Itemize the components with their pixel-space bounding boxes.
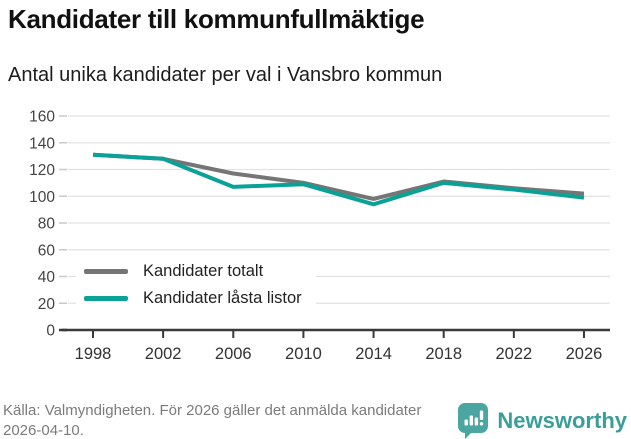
- locked-lists-line-swatch: [84, 296, 128, 301]
- legend-item-total: Kandidater totalt: [84, 262, 302, 281]
- legend-label-total: Kandidater totalt: [143, 262, 264, 280]
- y-tick-label: 20: [38, 296, 56, 313]
- legend-item-locked-lists: Kandidater låsta listor: [84, 289, 302, 308]
- y-tick-label: 60: [38, 242, 56, 259]
- y-tick-label: 80: [38, 216, 56, 233]
- total-line-swatch: [84, 269, 128, 274]
- y-tick-label: 120: [29, 162, 55, 179]
- newsworthy-logo: Newsworthy: [457, 402, 627, 439]
- source-note: Källa: Valmyndigheten. För 2026 gäller d…: [3, 402, 422, 439]
- x-tick-label: 2014: [355, 345, 392, 363]
- line-chart-plot: 0 20 40 60 80 100 120 140 160 1998 2002 2006 2010 201…: [29, 109, 610, 363]
- x-tick-label: 2018: [425, 345, 462, 363]
- y-tick-label: 140: [29, 135, 55, 152]
- x-tick-label: 2002: [145, 345, 182, 363]
- x-tick-label: 2006: [215, 345, 252, 363]
- chart-title: Kandidater till kommunfullmäktige: [8, 4, 425, 34]
- y-tick-label: 160: [29, 109, 55, 126]
- chart-legend: Kandidater totalt Kandidater låsta listo…: [76, 257, 316, 313]
- legend-label-locked-lists: Kandidater låsta listor: [143, 289, 302, 307]
- newsworthy-bubble-icon: [458, 403, 489, 439]
- y-tick-label: 40: [38, 269, 56, 286]
- y-tick-label: 100: [29, 189, 55, 206]
- y-tick-label: 0: [46, 323, 55, 340]
- chart-subtitle: Antal unika kandidater per val i Vansbro…: [8, 64, 443, 86]
- x-tick-label: 2026: [566, 345, 603, 363]
- x-tick-label: 2022: [495, 345, 532, 363]
- newsworthy-wordmark: Newsworthy: [497, 407, 627, 433]
- series-line-locked-lists: [92, 152, 585, 207]
- x-tick-label: 1998: [75, 345, 112, 363]
- x-tick-label: 2010: [285, 345, 322, 363]
